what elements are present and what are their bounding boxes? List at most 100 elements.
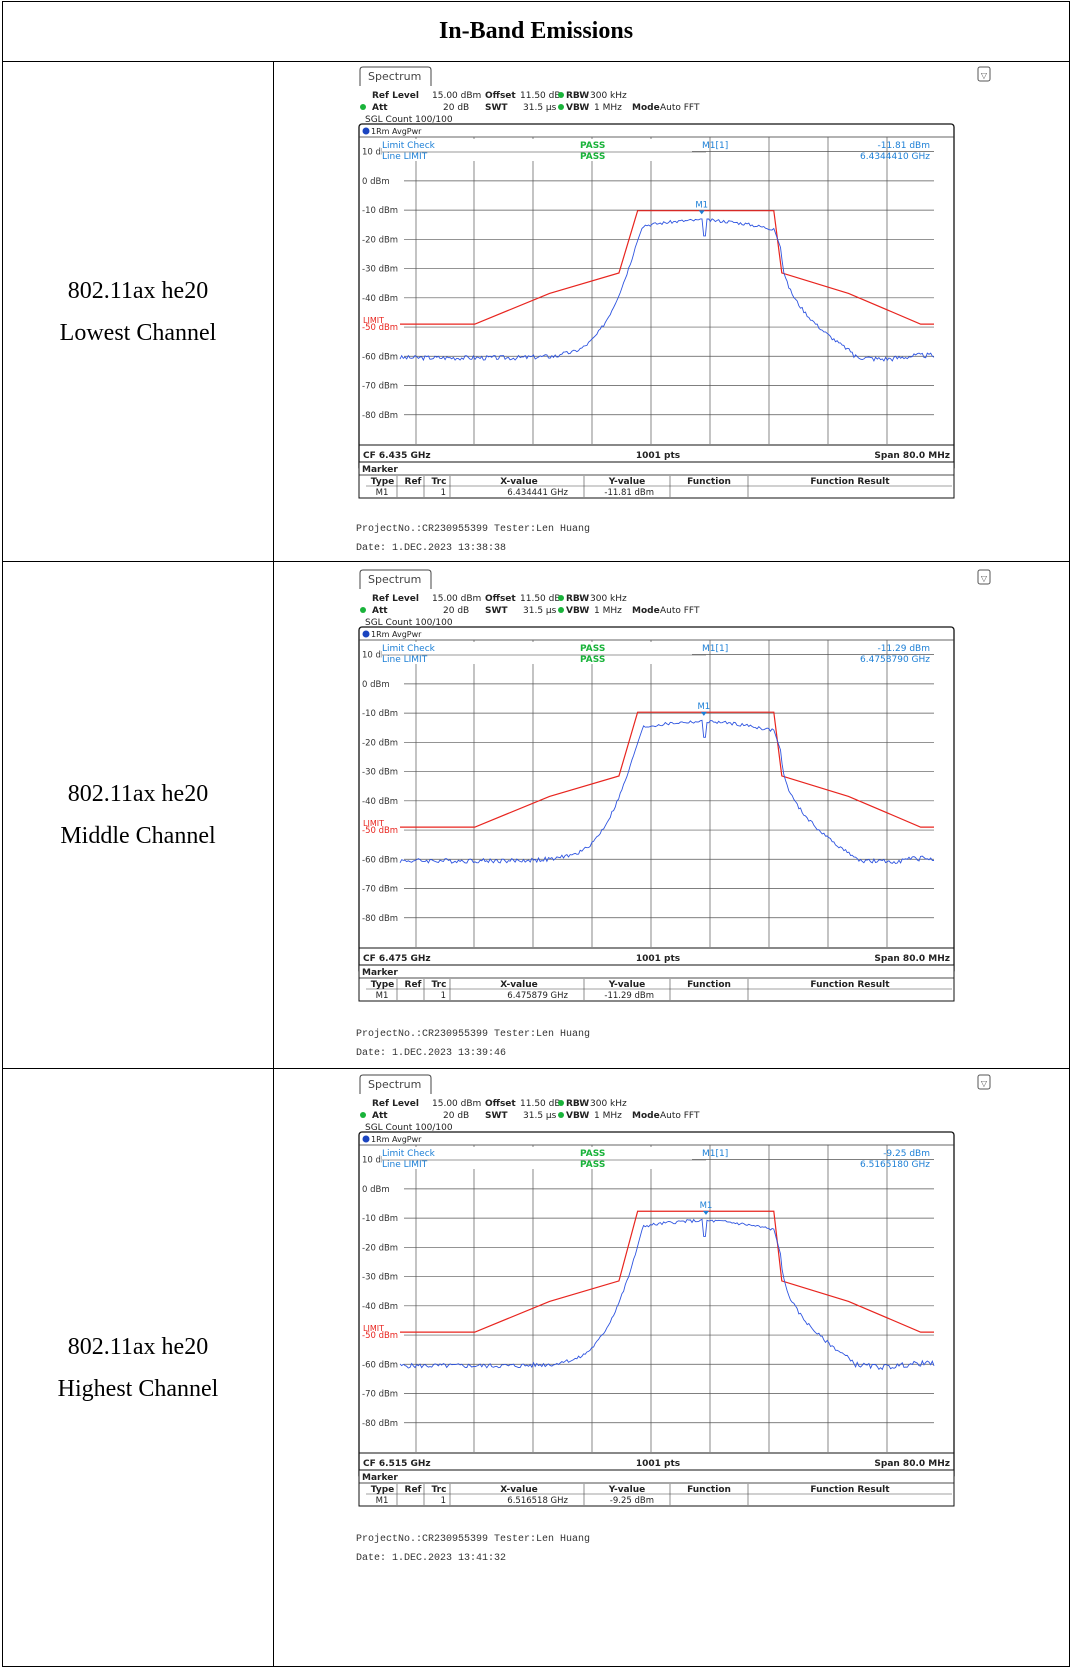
limit-check-label: Limit Check [382,644,436,654]
marker-table-type-cell: M1 [376,1496,389,1506]
marker-readout-frequency: 6.4758790 GHz [860,655,930,665]
offset-value: 11.50 dB [520,1099,561,1109]
att-label: Att [372,1111,388,1121]
marker-id-label: M1[1] [702,141,728,151]
rbw-coupled-icon [558,92,564,98]
row-label-cell: 802.11ax he20 Lowest Channel [2,61,274,562]
rbw-label: RBW [566,594,589,604]
marker-table-trc-cell: 1 [441,991,446,1001]
y-tick-label: -20 dBm [362,1243,398,1253]
marker-readout-frequency: 6.4344410 GHz [860,152,930,162]
rbw-value: 300 kHz [590,594,627,604]
vbw-coupled-icon [558,1112,564,1118]
settings-icon [977,1074,991,1090]
marker-table-type-cell: M1 [376,991,389,1001]
capture-date: Date: 1.DEC.2023 13:38:38 [356,543,507,554]
marker-readout-value: -11.29 dBm [877,644,930,654]
marker-table-y-value: -11.29 dBm [604,991,654,1001]
marker-table-header-cell: X-value [500,477,537,487]
limit-check-result: PASS [580,1149,605,1159]
trace-indicator-icon [362,630,370,638]
marker-table-header-cell: Type [371,477,394,487]
marker-label: M1 [697,702,710,712]
marker-table-header-cell: Y-value [608,1485,645,1495]
row-mode-label: 802.11ax he20 [67,277,209,304]
project-info: ProjectNo.:CR230955399 Tester:Len Huang [356,1029,591,1040]
y-tick-label: 0 dBm [362,1185,390,1195]
y-tick-label: 10 dBm [362,651,395,661]
marker-table-header-cell: Function [687,980,731,990]
row-plot-cell [273,1068,1070,1667]
mode-label: Mode [632,606,660,616]
vbw-value: 1 MHz [594,606,622,616]
mode-label: Mode [632,103,660,113]
offset-label: Offset [485,1099,516,1109]
marker-table-header-cell: Type [371,1485,394,1495]
capture-date: Date: 1.DEC.2023 13:39:46 [356,1048,507,1059]
settings-icon [977,66,991,82]
marker-id-label: M1[1] [702,1149,728,1159]
y-tick-label: 0 dBm [362,177,390,187]
vbw-coupled-icon [558,607,564,613]
limit-check-label: Limit Check [382,141,436,151]
limit-line-label: LIMIT [363,316,384,325]
measurement-trace [399,719,935,865]
ref-level-label: Ref Level [372,594,419,604]
y-tick-label: -50 dBm [362,1331,398,1341]
mode-value: Auto FFT [660,103,700,113]
marker-table-type-cell: M1 [376,488,389,498]
swt-label: SWT [485,1111,508,1121]
vbw-label: VBW [566,606,589,616]
marker-table-frame [358,1469,955,1507]
y-tick-label: -70 dBm [362,382,398,392]
swt-label: SWT [485,103,508,113]
project-info: ProjectNo.:CR230955399 Tester:Len Huang [356,1534,591,1545]
marker-table-header-cell: Function [687,477,731,487]
marker-table-header-cell: Function Result [810,980,890,990]
row-label-cell: 802.11ax he20 Highest Channel [2,1068,274,1667]
ref-level-value: 15.00 dBm [432,91,481,101]
swt-value: 31.5 µs [523,1111,557,1121]
marker-label: M1 [695,200,708,210]
marker-table-x-value: 6.516518 GHz [507,1496,568,1506]
marker-table-header-cell: Ref [405,1485,422,1495]
line-limit-label: Line LIMIT [382,1160,428,1170]
att-coupled-icon [360,104,366,110]
marker-readout-value: -9.25 dBm [883,1149,930,1159]
y-tick-label: -80 dBm [362,411,398,421]
marker-table-title: Marker [362,465,398,475]
limit-line-label: LIMIT [363,1324,384,1333]
att-value: 20 dB [443,103,469,113]
limit-check-result: PASS [580,644,605,654]
marker-table-header-cell: Trc [432,980,447,990]
mode-label: Mode [632,1111,660,1121]
swt-value: 31.5 µs [523,606,557,616]
att-value: 20 dB [443,606,469,616]
line-limit-result: PASS [580,655,605,665]
mode-value: Auto FFT [660,606,700,616]
y-tick-label: -60 dBm [362,352,398,362]
marker-triangle-icon [702,1210,709,1215]
marker-id-label: M1[1] [702,644,728,654]
marker-table-header-cell: Function [687,1485,731,1495]
y-tick-label: -80 dBm [362,914,398,924]
frequency-span: Span 80.0 MHz [874,451,950,461]
marker-table-header-cell: Y-value [608,980,645,990]
y-tick-label: -80 dBm [362,1419,398,1429]
settings-icon-glyph: ▽ [981,71,988,80]
y-tick-label: 10 dBm [362,148,395,158]
marker-table-header-cell: Ref [405,477,422,487]
spectrum-screenshot: Spectrum ▽ Ref Level 15.00 dBm Offset 11.50 d… [358,66,998,544]
table-title-cell: In-Band Emissions [2,1,1070,62]
measurement-trace [399,218,935,362]
rbw-value: 300 kHz [590,1099,627,1109]
measurement-trace [399,1218,935,1371]
marker-table-header-cell: X-value [500,1485,537,1495]
spectrum-tab-label: Spectrum [368,70,421,83]
y-tick-label: 0 dBm [362,680,390,690]
marker-table-x-value: 6.475879 GHz [507,991,568,1001]
spectrum-tab-label: Spectrum [368,1078,421,1091]
marker-table-header-cell: Function Result [810,1485,890,1495]
y-tick-label: -30 dBm [362,265,398,275]
